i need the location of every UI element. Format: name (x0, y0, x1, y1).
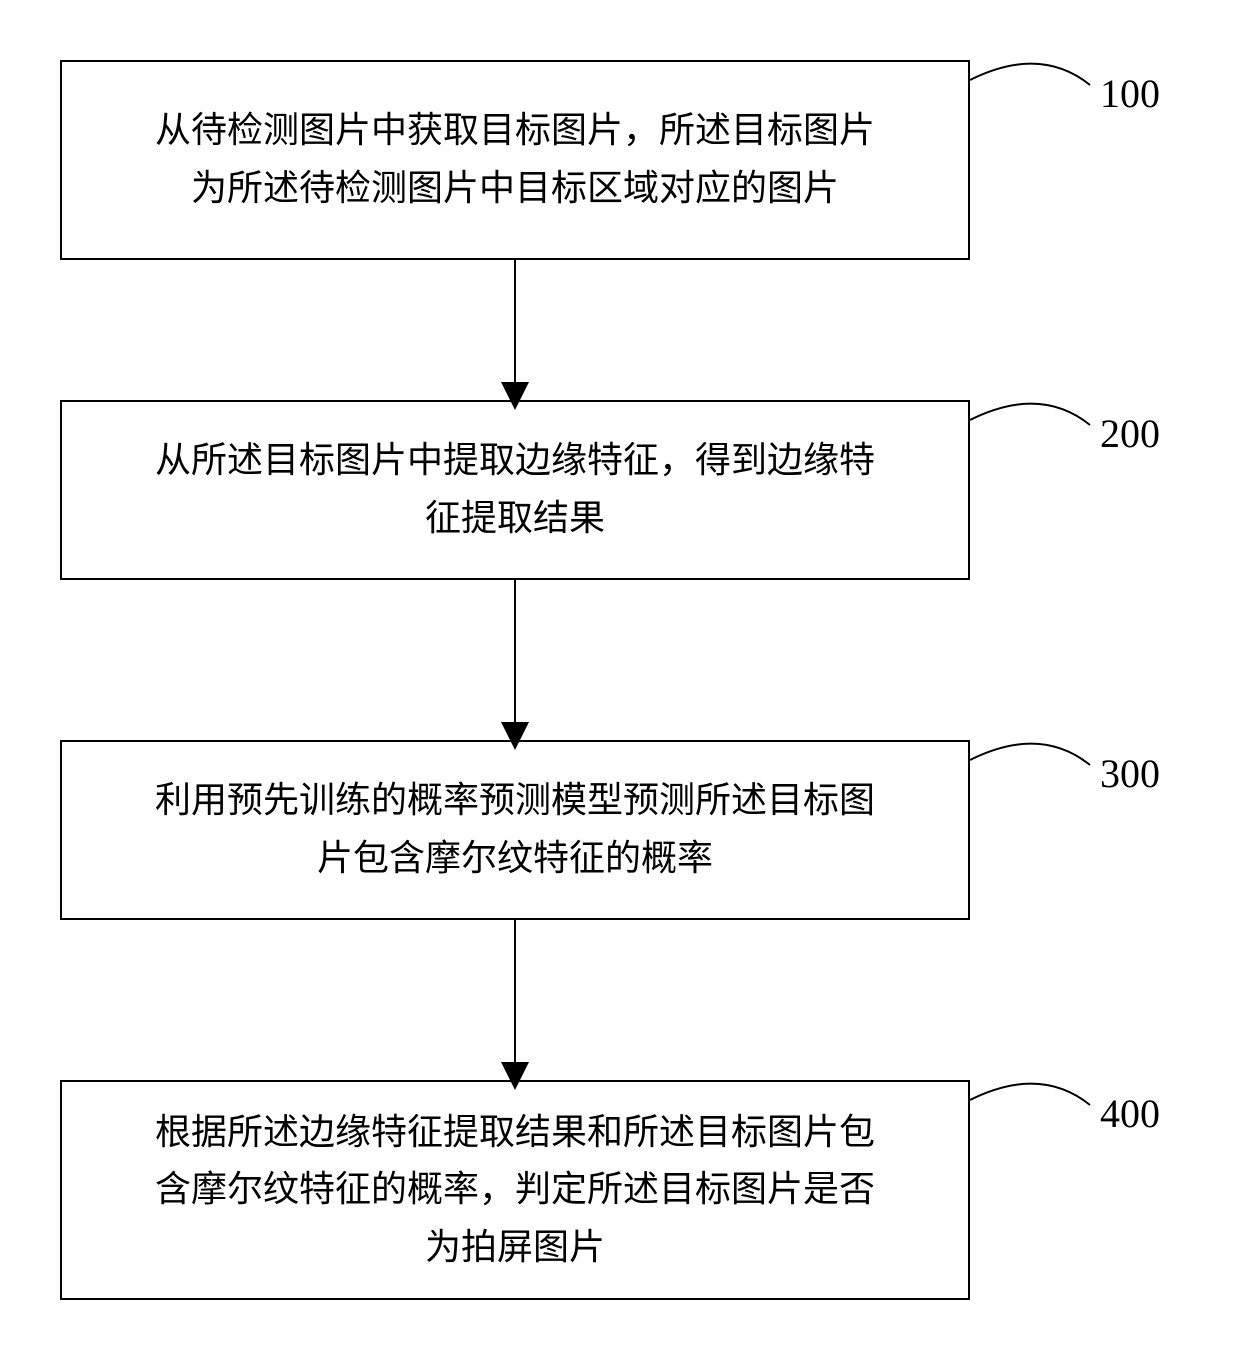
leader-400 (970, 1084, 1090, 1105)
leader-100 (970, 64, 1090, 85)
flow-node-300-text: 利用预先训练的概率预测模型预测所述目标图 片包含摩尔纹特征的概率 (155, 772, 875, 887)
leader-200 (970, 404, 1090, 425)
leader-300 (970, 744, 1090, 765)
flow-node-400: 根据所述边缘特征提取结果和所述目标图片包 含摩尔纹特征的概率，判定所述目标图片是… (60, 1080, 970, 1300)
flow-node-200: 从所述目标图片中提取边缘特征，得到边缘特 征提取结果 (60, 400, 970, 580)
flow-node-200-text: 从所述目标图片中提取边缘特征，得到边缘特 征提取结果 (155, 432, 875, 547)
flow-node-400-label: 400 (1100, 1090, 1160, 1137)
flow-node-100-label: 100 (1100, 70, 1160, 117)
flow-node-100-text: 从待检测图片中获取目标图片，所述目标图片 为所述待检测图片中目标区域对应的图片 (155, 102, 875, 217)
flow-node-100: 从待检测图片中获取目标图片，所述目标图片 为所述待检测图片中目标区域对应的图片 (60, 60, 970, 260)
flow-node-400-text: 根据所述边缘特征提取结果和所述目标图片包 含摩尔纹特征的概率，判定所述目标图片是… (155, 1104, 875, 1277)
flow-node-300: 利用预先训练的概率预测模型预测所述目标图 片包含摩尔纹特征的概率 (60, 740, 970, 920)
flow-node-300-label: 300 (1100, 750, 1160, 797)
flow-node-200-label: 200 (1100, 410, 1160, 457)
flowchart-canvas: 从待检测图片中获取目标图片，所述目标图片 为所述待检测图片中目标区域对应的图片 … (0, 0, 1240, 1358)
